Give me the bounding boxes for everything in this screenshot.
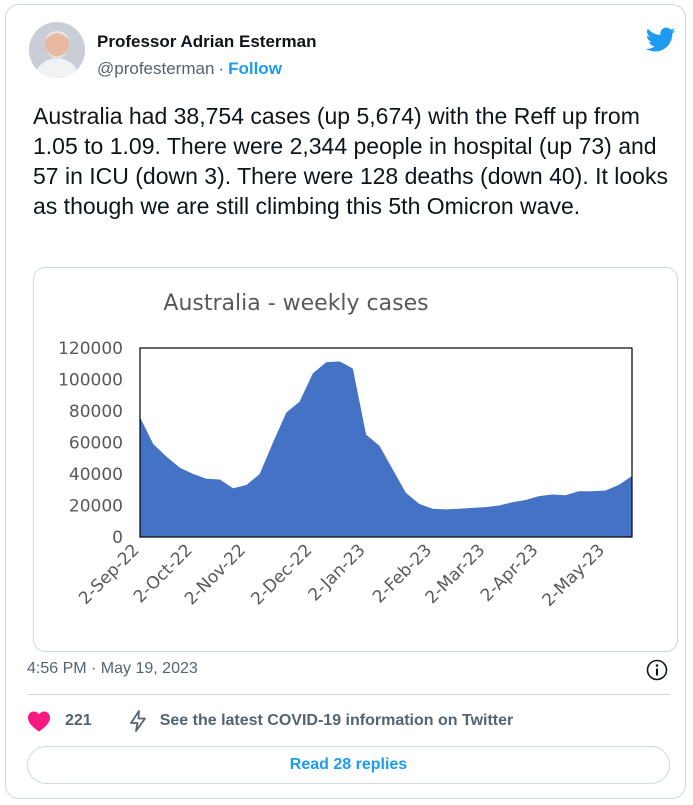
tweet-text: Australia had 38,754 cases (up 5,674) wi… bbox=[33, 103, 668, 219]
action-bar: 221 See the latest COVID-19 information … bbox=[27, 706, 513, 736]
divider bbox=[27, 694, 670, 695]
read-replies-button[interactable]: Read 28 replies bbox=[27, 746, 670, 784]
x-tick-label: 2-Sep-22 bbox=[75, 540, 143, 608]
series-area bbox=[140, 361, 632, 537]
covid-info-link[interactable]: See the latest COVID-19 information on T… bbox=[159, 712, 514, 729]
y-tick-label: 40000 bbox=[69, 465, 123, 485]
plot-frame bbox=[139, 347, 633, 538]
follow-button[interactable]: Follow bbox=[228, 59, 282, 78]
author-name[interactable]: Professor Adrian Esterman bbox=[97, 32, 317, 51]
chart-image[interactable]: Australia - weekly cases 0 20000 40000 60000… bbox=[33, 267, 678, 652]
author-handle-row: @profesterman · Follow bbox=[97, 59, 282, 79]
avatar-image bbox=[29, 22, 85, 78]
tweet-timestamp[interactable]: 4:56 PM · May 19, 2023 bbox=[27, 660, 198, 677]
y-tick-label: 100000 bbox=[58, 371, 123, 391]
x-tick-label: 2-Dec-22 bbox=[247, 540, 316, 609]
tweet-card: Professor Adrian Esterman @profesterman ·… bbox=[5, 4, 686, 799]
x-tick-label: 2-May-23 bbox=[539, 540, 609, 610]
avatar[interactable] bbox=[29, 22, 85, 78]
weekly-cases-chart: Australia - weekly cases 0 20000 40000 60000… bbox=[58, 291, 633, 611]
y-tick-label: 20000 bbox=[69, 497, 123, 517]
y-tick-label: 60000 bbox=[69, 434, 123, 454]
x-tick-label: 2-Apr-23 bbox=[477, 540, 543, 606]
chart-title: Australia - weekly cases bbox=[163, 291, 428, 316]
y-tick-label: 0 bbox=[112, 528, 123, 548]
author-handle[interactable]: @profesterman bbox=[97, 59, 215, 78]
x-tick-label: 2-Jan-23 bbox=[305, 540, 370, 605]
info-icon[interactable] bbox=[646, 659, 668, 681]
heart-icon[interactable] bbox=[27, 710, 51, 732]
like-count[interactable]: 221 bbox=[65, 712, 92, 729]
y-tick-label: 80000 bbox=[69, 402, 123, 422]
separator: · bbox=[218, 59, 225, 78]
twitter-bird-icon[interactable] bbox=[646, 27, 676, 53]
lightning-icon bbox=[129, 710, 146, 732]
y-tick-label: 120000 bbox=[58, 339, 123, 359]
